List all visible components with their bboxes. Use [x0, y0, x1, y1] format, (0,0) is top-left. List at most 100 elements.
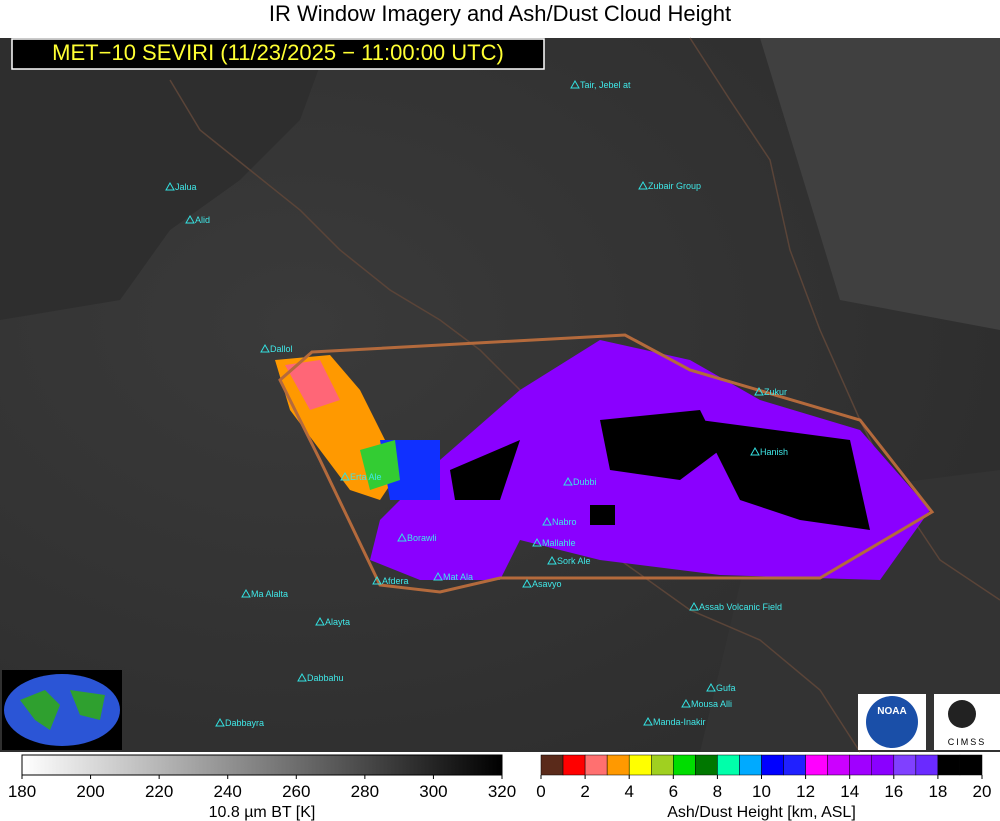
colorbar-title: 10.8 µm BT [K]	[209, 804, 316, 821]
globe-land	[20, 690, 105, 730]
volcano-label: Tair, Jebel at	[580, 80, 631, 90]
ash-colorbar-cell	[959, 754, 983, 776]
ash-colorbar-cell	[761, 754, 784, 776]
volcano-marker	[241, 588, 251, 598]
colorbar-tick-label: 260	[282, 782, 310, 801]
land-shade	[0, 38, 330, 320]
ash-colorbar-cell	[783, 754, 806, 776]
volcano-marker	[433, 571, 443, 581]
volcano-marker	[681, 698, 691, 708]
ash-outline	[278, 333, 935, 594]
volcano-label: Alayta	[325, 617, 350, 627]
volcano-marker	[260, 343, 270, 353]
volcano-marker	[706, 682, 716, 692]
banner: MET−10 SEVIRI (11/23/2025 − 11:00:00 UTC…	[52, 40, 504, 65]
colorbar-tick-label: 240	[214, 782, 242, 801]
ash-colorbar-cell	[673, 754, 696, 776]
volcano-label: Gufa	[716, 683, 736, 693]
ash-colorbar-cell	[717, 754, 740, 776]
volcano-label: Hanish	[760, 447, 788, 457]
volcano-marker	[215, 717, 225, 727]
ash-colorbar-cell	[606, 754, 630, 776]
colorbar-tick-label: 14	[840, 782, 859, 801]
cimss-text: CIMSS	[948, 737, 987, 747]
coastline	[169, 79, 521, 391]
colorbar-tick-label: 10	[752, 782, 771, 801]
volcano-label: Ma Alalta	[251, 589, 288, 599]
coastline	[619, 559, 861, 753]
colorbar-tick-label: 4	[624, 782, 633, 801]
volcano-label: Erta Ale	[350, 472, 382, 482]
bt-colorbar	[21, 754, 503, 776]
colorbar-tick-label: 220	[145, 782, 173, 801]
volcano-label: Mousa Alli	[691, 699, 732, 709]
globe	[4, 674, 120, 746]
volcano-label: Dabbayra	[225, 718, 264, 728]
cimss-logo	[948, 700, 976, 728]
ash-colorbar-cell	[915, 754, 939, 776]
volcano-marker	[340, 471, 350, 481]
land-shade	[480, 38, 1000, 330]
volcano-label: Borawli	[407, 533, 437, 543]
ash-colorbar-cell	[893, 754, 917, 776]
ash-colorbar-cell	[540, 754, 564, 776]
volcano-label: Zukur	[764, 387, 787, 397]
ash-colorbar-cell	[695, 754, 718, 776]
colorbar-tick-label: 6	[669, 782, 678, 801]
volcano-label: Zubair Group	[648, 181, 701, 191]
colorbar-tick-label: 16	[884, 782, 903, 801]
ash-colorbar-cell	[562, 754, 586, 776]
volcano-marker	[185, 214, 195, 224]
colorbar-tick-label: 20	[973, 782, 992, 801]
colorbar-tick-label: 0	[536, 782, 545, 801]
ash-colorbar-cell	[651, 754, 674, 776]
volcano-marker	[754, 386, 764, 396]
volcano-marker	[638, 180, 648, 190]
ash-colorbar-cell	[805, 754, 828, 776]
ash-colorbar-cell	[937, 754, 961, 776]
colorbar-tick-label: 200	[76, 782, 104, 801]
volcano-label: Nabro	[552, 517, 577, 527]
volcano-marker	[315, 616, 325, 626]
volcano-label: Afdera	[382, 576, 409, 586]
ash-colorbar-cell	[871, 754, 895, 776]
ash-low	[285, 360, 340, 410]
volcano-label: Mallahle	[542, 538, 576, 548]
volcano-marker	[372, 575, 382, 585]
volcano-label: Manda-Inakir	[653, 717, 706, 727]
volcano-marker	[750, 446, 760, 456]
colorbar-tick-label: 18	[928, 782, 947, 801]
colorbar-tick-label: 2	[580, 782, 589, 801]
volcano-label: Sork Ale	[557, 556, 591, 566]
volcano-label: Dallol	[270, 344, 293, 354]
volcano-label: Jalua	[175, 182, 197, 192]
title: IR Window Imagery and Ash/Dust Cloud Hei…	[269, 1, 731, 26]
volcano-marker	[165, 181, 175, 191]
volcano-label: Alid	[195, 215, 210, 225]
colorbar-tick-label: 300	[419, 782, 447, 801]
colorbar-tick-label: 280	[351, 782, 379, 801]
ash-colorbar-cell	[739, 754, 762, 776]
volcano-marker	[643, 716, 653, 726]
volcano-marker	[689, 601, 699, 611]
volcano-marker	[547, 555, 557, 565]
volcano-label: Dabbahu	[307, 673, 344, 683]
volcano-marker	[563, 476, 573, 486]
ash-mid	[360, 440, 400, 490]
colorbar-title: Ash/Dust Height [km, ASL]	[667, 804, 856, 821]
volcano-marker	[297, 672, 307, 682]
noaa-logo	[866, 696, 918, 748]
volcano-marker	[397, 532, 407, 542]
colorbar-tick-label: 8	[713, 782, 722, 801]
ash-colorbar-cell	[628, 754, 652, 776]
volcano-label: Assab Volcanic Field	[699, 602, 782, 612]
volcano-label: Asavyo	[532, 579, 562, 589]
ash-colorbar-cell	[827, 754, 850, 776]
banner-box	[11, 38, 545, 70]
noaa-text: NOAA	[877, 706, 906, 717]
colorbar-tick-label: 320	[488, 782, 516, 801]
ash-colorbar-cell	[849, 754, 873, 776]
volcano-marker	[542, 516, 552, 526]
colorbar-tick-label: 180	[8, 782, 36, 801]
